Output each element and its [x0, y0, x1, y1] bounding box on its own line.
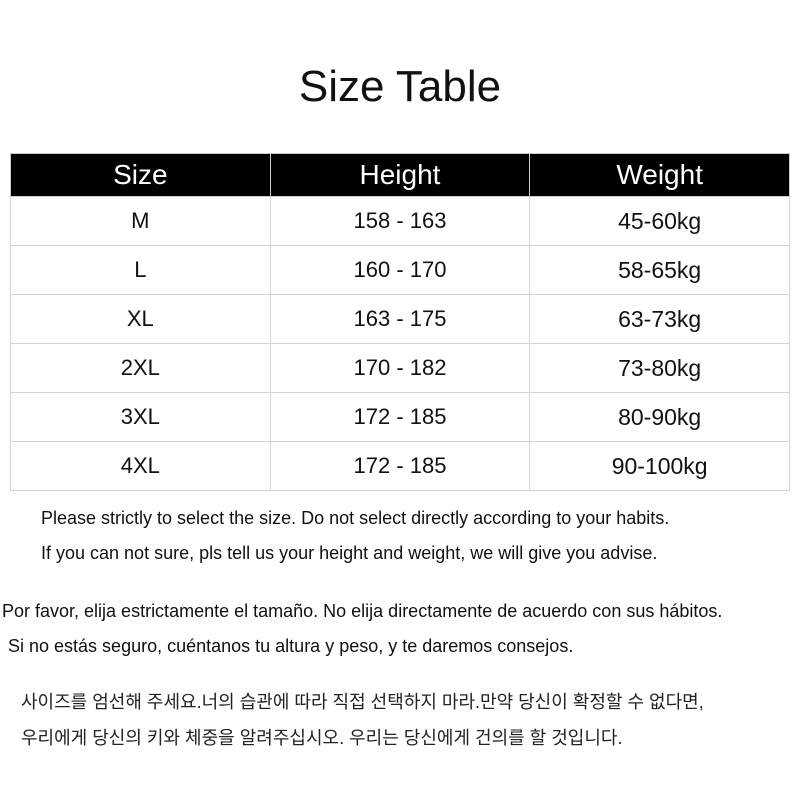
cell-size: 4XL: [10, 441, 271, 491]
note-es-1: Por favor, elija estrictamente el tamaño…: [2, 601, 723, 621]
cell-size: M: [10, 196, 271, 246]
header-weight: Weight: [529, 153, 790, 197]
cell-weight: 45-60kg: [529, 196, 790, 246]
table-row: L 160 - 170 58-65kg: [10, 245, 790, 295]
size-table: Size Height Weight M 158 - 163 45-60kg L 160…: [10, 153, 790, 491]
cell-weight: 73-80kg: [529, 343, 790, 393]
cell-height: 158 - 163: [269, 196, 531, 246]
cell-weight: 90-100kg: [529, 441, 790, 491]
note-es-2: Si no estás seguro, cuéntanos tu altura …: [8, 636, 574, 656]
note-en-2: If you can not sure, pls tell us your he…: [41, 543, 658, 563]
header-size: Size: [10, 153, 271, 197]
note-ko-1: 사이즈를 엄선해 주세요.너의 습관에 따라 직접 선택하지 마라.만약 당신이…: [21, 692, 704, 712]
table-header-row: Size Height Weight: [10, 153, 790, 197]
cell-weight: 63-73kg: [529, 294, 790, 344]
cell-height: 160 - 170: [269, 245, 531, 295]
cell-size: L: [10, 245, 271, 295]
table-row: 2XL 170 - 182 73-80kg: [10, 343, 790, 393]
page-title: Size Table: [298, 62, 502, 111]
table-row: XL 163 - 175 63-73kg: [10, 294, 790, 344]
table-row: M 158 - 163 45-60kg: [10, 196, 790, 246]
cell-size: 2XL: [10, 343, 271, 393]
cell-size: XL: [10, 294, 271, 344]
table-row: 3XL 172 - 185 80-90kg: [10, 392, 790, 442]
table-row: 4XL 172 - 185 90-100kg: [10, 441, 790, 491]
note-en-1: Please strictly to select the size. Do n…: [41, 508, 670, 528]
cell-weight: 58-65kg: [529, 245, 790, 295]
cell-height: 172 - 185: [269, 441, 531, 491]
header-height: Height: [269, 153, 531, 197]
note-ko-2: 우리에게 당신의 키와 체중을 알려주십시오. 우리는 당신에게 건의를 할 것…: [21, 728, 623, 748]
cell-height: 172 - 185: [269, 392, 531, 442]
cell-size: 3XL: [10, 392, 271, 442]
cell-height: 170 - 182: [269, 343, 531, 393]
cell-height: 163 - 175: [269, 294, 531, 344]
cell-weight: 80-90kg: [529, 392, 790, 442]
